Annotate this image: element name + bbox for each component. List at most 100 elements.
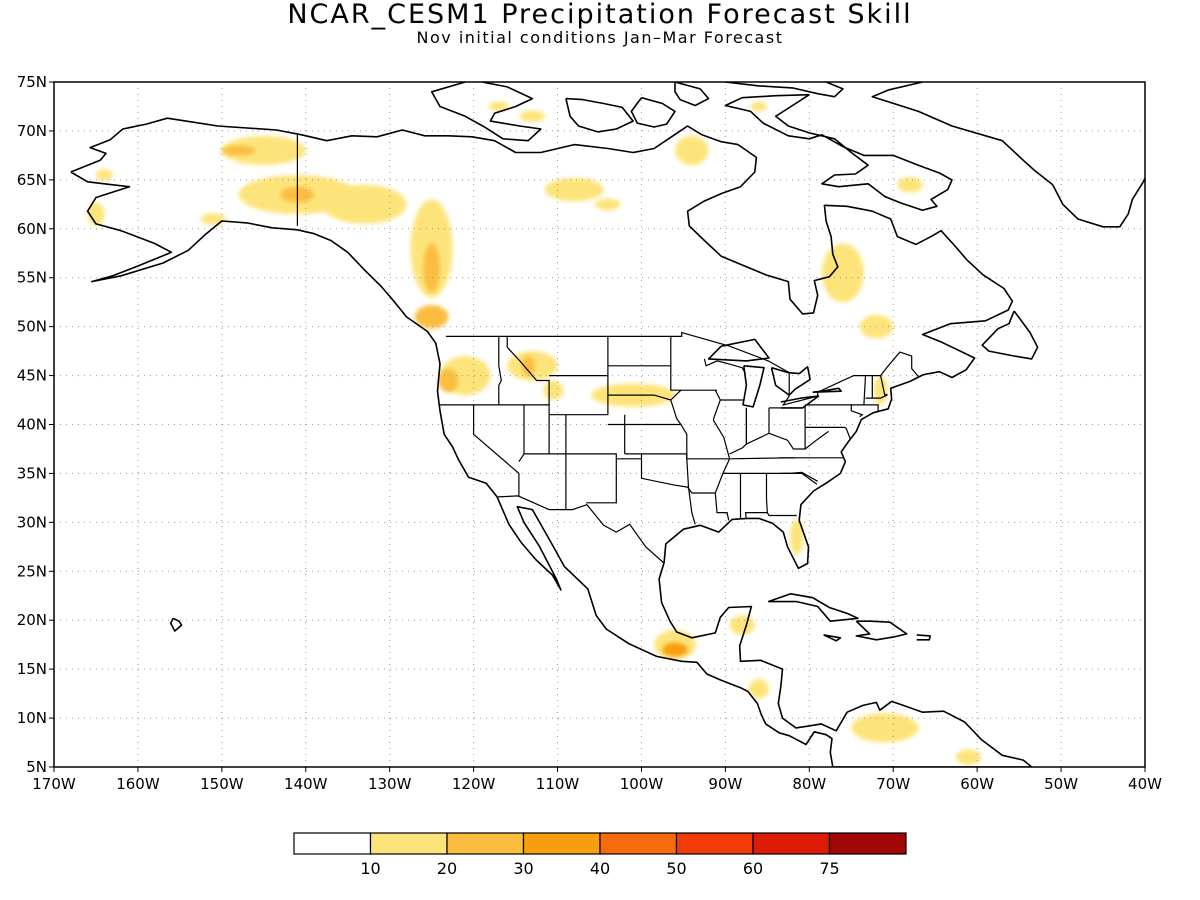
lon-label: 60W: [960, 775, 994, 793]
lon-label: 110W: [536, 775, 580, 793]
border-line: [851, 375, 867, 406]
coastline: [70, 117, 1033, 767]
skill-region: [414, 305, 449, 329]
coastline: [770, 366, 811, 396]
lat-label: 25N: [17, 562, 47, 580]
lon-label: 90W: [708, 775, 742, 793]
coastline: [812, 387, 842, 393]
lon-label: 70W: [876, 775, 910, 793]
skill-region: [519, 110, 545, 123]
border-line: [438, 404, 608, 416]
coastline: [767, 593, 859, 622]
skill-region: [423, 243, 441, 293]
coastline: [707, 338, 770, 362]
colorbar-label: 75: [819, 859, 839, 878]
skill-region: [662, 642, 688, 657]
colorbar-swatch: [522, 832, 601, 855]
coastline: [916, 634, 931, 641]
border-line: [745, 407, 770, 446]
border-line: [703, 358, 747, 374]
lon-label: 130W: [368, 775, 412, 793]
lat-label: 5N: [26, 758, 47, 776]
coastline: [823, 634, 842, 642]
coastline: [871, 82, 1145, 228]
skill-region: [897, 176, 923, 193]
border-line: [865, 394, 888, 399]
lon-label: 140W: [284, 775, 328, 793]
map-title: NCAR_CESM1 Precipitation Forecast Skill: [287, 0, 913, 30]
lat-lon-grid: [54, 82, 1145, 767]
longitude-labels: 170W 160W 150W 140W 130W 120W 110W 100W 90W 80W 70…: [32, 767, 1162, 793]
lat-label: 50N: [17, 318, 47, 336]
skill-shading: [87, 101, 982, 766]
skill-region: [821, 243, 864, 303]
skill-region: [595, 198, 621, 211]
coastline: [430, 82, 542, 142]
border-line: [863, 404, 879, 412]
map-subtitle: Nov initial conditions Jan–Mar Forecast: [416, 28, 784, 47]
colorbar-swatch: [828, 832, 907, 855]
border-line: [506, 336, 550, 405]
lat-label: 75N: [17, 73, 47, 91]
border-line: [497, 495, 664, 563]
lat-label: 10N: [17, 709, 47, 727]
lat-label: 30N: [17, 513, 47, 531]
border-line: [729, 407, 747, 455]
skill-region: [851, 713, 919, 743]
coastlines: [70, 82, 1145, 767]
latitude-labels: 5N 10N 15N 20N 25N 30N 35N 40N 45N 50N 55N 60N 65N 70…: [17, 73, 54, 776]
lon-label: 50W: [1044, 775, 1078, 793]
colorbar-label: 20: [437, 859, 457, 878]
lat-label: 15N: [17, 660, 47, 678]
colorbar-swatch: [675, 832, 754, 855]
lon-label: 100W: [620, 775, 664, 793]
skill-region: [675, 135, 709, 166]
border-line: [691, 492, 730, 521]
lat-label: 40N: [17, 416, 47, 434]
coastline: [725, 82, 844, 98]
coastline: [780, 395, 820, 409]
lon-label: 120W: [452, 775, 496, 793]
border-line: [804, 430, 829, 450]
colorbar-label: 40: [590, 859, 610, 878]
colorbar-swatch: [752, 832, 831, 855]
lat-label: 35N: [17, 464, 47, 482]
colorbar-swatch: [293, 832, 372, 855]
border-line: [670, 389, 696, 525]
coastline: [742, 365, 765, 408]
colorbar-label: 10: [360, 859, 380, 878]
border-line: [607, 394, 671, 401]
colorbar-label: 30: [513, 859, 533, 878]
skill-region: [221, 145, 256, 156]
lat-label: 55N: [17, 269, 47, 287]
lon-label: 160W: [116, 775, 160, 793]
skill-region: [95, 169, 113, 181]
skill-region: [873, 375, 888, 405]
lat-label: 70N: [17, 122, 47, 140]
skill-region: [748, 678, 770, 699]
colorbar-swatch: [446, 832, 525, 855]
skill-region: [221, 135, 306, 166]
skill-region: [729, 615, 755, 635]
border-line: [498, 336, 502, 405]
skill-region: [488, 101, 509, 112]
border-line: [880, 375, 888, 396]
coastline: [630, 96, 676, 128]
lat-label: 60N: [17, 220, 47, 238]
coastline: [169, 617, 183, 632]
skill-region: [438, 368, 459, 393]
skill-region: [322, 184, 407, 224]
lat-label: 65N: [17, 171, 47, 189]
border-line: [768, 404, 806, 450]
coastline: [855, 620, 908, 641]
border-line: [518, 404, 525, 463]
political-borders: [296, 134, 920, 563]
coastline: [981, 310, 1039, 360]
border-line: [805, 426, 851, 440]
coastline: [674, 82, 710, 107]
border-line: [713, 389, 731, 494]
border-line: [744, 473, 768, 520]
lon-label: 40W: [1128, 775, 1162, 793]
coastline: [724, 93, 953, 211]
colorbar-label: 50: [666, 859, 686, 878]
